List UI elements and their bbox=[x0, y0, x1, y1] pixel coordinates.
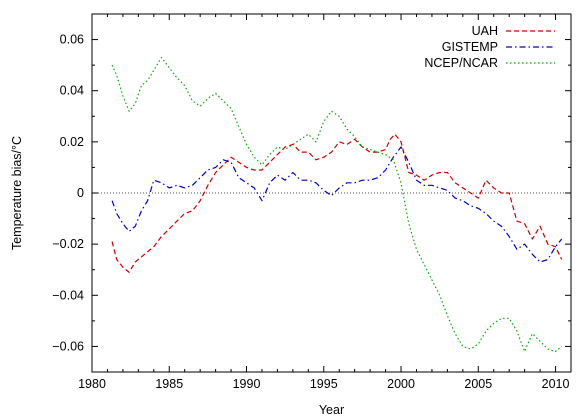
plot-frame bbox=[91, 13, 572, 373]
x-axis-label: Year bbox=[319, 403, 344, 417]
legend-label-ncep-ncar: NCEP/NCAR bbox=[424, 56, 498, 70]
series-line-uah bbox=[111, 133, 563, 273]
x-tick-label: 2005 bbox=[464, 377, 492, 391]
x-tick-label: 1985 bbox=[155, 377, 183, 391]
y-tick-label: −0.06 bbox=[52, 339, 84, 353]
y-tick-label: 0.06 bbox=[60, 33, 84, 47]
series-line-gistemp bbox=[111, 146, 563, 263]
x-tick-label: 1990 bbox=[233, 377, 261, 391]
y-tick-label: 0.04 bbox=[60, 84, 84, 98]
x-axis-ticks: 1980 1985 1990 1995 2000 2005 2010 bbox=[78, 14, 569, 391]
series-line-ncep-ncar bbox=[111, 56, 563, 353]
legend-label-uah: UAH bbox=[472, 24, 498, 38]
y-axis-ticks: −0.06 −0.04 −0.02 0 0.02 0.04 0.06 bbox=[52, 13, 571, 373]
y-axis-label: Temperature bias/°C bbox=[10, 136, 24, 250]
series-layer bbox=[111, 56, 563, 353]
legend-label-gistemp: GISTEMP bbox=[442, 40, 498, 54]
x-tick-label: 2010 bbox=[542, 377, 570, 391]
y-tick-label: −0.02 bbox=[52, 237, 84, 251]
y-tick-label: 0.02 bbox=[60, 135, 84, 149]
x-tick-label: 1980 bbox=[78, 377, 106, 391]
legend: UAH GISTEMP NCEP/NCAR bbox=[424, 24, 555, 70]
plot-border bbox=[91, 13, 572, 373]
x-tick-label: 1995 bbox=[310, 377, 338, 391]
y-tick-label: 0 bbox=[77, 186, 84, 200]
y-tick-label: −0.04 bbox=[52, 288, 84, 302]
x-tick-label: 2000 bbox=[387, 377, 415, 391]
